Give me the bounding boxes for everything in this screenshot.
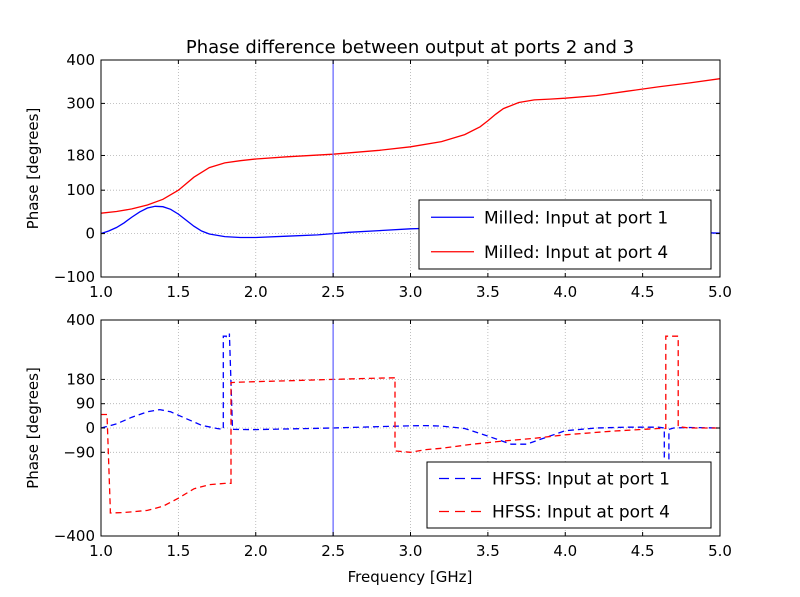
top-x-tick-label: 1.5 [166, 283, 190, 301]
bottom-x-tick-label: 2.0 [244, 542, 268, 560]
top-y-tick-label: 300 [66, 94, 95, 112]
bottom-x-tick-label: 1.5 [166, 542, 190, 560]
bottom-y-tick-label: −90 [63, 443, 95, 461]
bottom-y-tick-label: 400 [66, 311, 95, 329]
bottom-legend-box [426, 461, 712, 529]
bottom-x-tick-label: 3.5 [476, 542, 500, 560]
bottom-x-tick-label: 3.0 [399, 542, 423, 560]
top-legend-box [418, 199, 712, 270]
bottom-x-tick-label: 4.0 [553, 542, 577, 560]
top-legend-label: Milled: Input at port 4 [484, 243, 668, 263]
bottom-x-tick-label: 1.0 [89, 542, 113, 560]
bottom-legend-label: HFSS: Input at port 4 [492, 503, 670, 523]
top-x-tick-label: 1.0 [89, 283, 113, 301]
top-y-axis-label: Phase [degrees] [24, 108, 42, 230]
top-series-2-line [101, 78, 720, 214]
top-x-tick-label: 4.0 [553, 283, 577, 301]
top-legend: Milled: Input at port 1 Milled: Input at … [418, 199, 712, 270]
bottom-x-tick-label: 5.0 [708, 542, 732, 560]
figure-title: Phase difference between output at ports… [186, 37, 634, 58]
bottom-y-axis-label: Phase [degrees] [24, 367, 42, 489]
x-axis-label: Frequency [GHz] [348, 568, 473, 586]
top-x-tick-label: 5.0 [708, 283, 732, 301]
top-subplot: 1.0 1.5 2.0 2.5 3.0 3.5 4.0 4.5 5.0 −100 0 100 180 30… [24, 51, 732, 301]
top-x-tick-label: 3.0 [399, 283, 423, 301]
bottom-subplot: 1.0 1.5 2.0 2.5 3.0 3.5 4.0 4.5 5.0 −400 −90 0 90 180… [24, 311, 732, 560]
bottom-x-tick-label: 4.5 [631, 542, 655, 560]
bottom-y-tick-label: 90 [76, 395, 95, 413]
bottom-y-tick-label: −400 [54, 527, 95, 545]
top-x-tick-label: 2.5 [321, 283, 345, 301]
bottom-y-tick-label: 180 [66, 370, 95, 388]
top-y-tick-label: 400 [66, 51, 95, 69]
top-y-tick-label: 100 [66, 181, 95, 199]
bottom-legend-label: HFSS: Input at port 1 [492, 470, 670, 490]
top-x-tick-label: 3.5 [476, 283, 500, 301]
top-y-tick-label: 0 [85, 225, 95, 243]
bottom-series-2-line [101, 335, 720, 514]
bottom-x-tick-label: 2.5 [321, 542, 345, 560]
top-legend-label: Milled: Input at port 1 [484, 208, 668, 228]
top-y-tick-label: −100 [54, 268, 95, 286]
bottom-y-tick-label: 0 [85, 419, 95, 437]
top-y-tick-label: 180 [66, 146, 95, 164]
top-x-tick-label: 4.5 [631, 283, 655, 301]
bottom-legend: HFSS: Input at port 1 HFSS: Input at port… [426, 461, 712, 529]
top-x-tick-label: 2.0 [244, 283, 268, 301]
